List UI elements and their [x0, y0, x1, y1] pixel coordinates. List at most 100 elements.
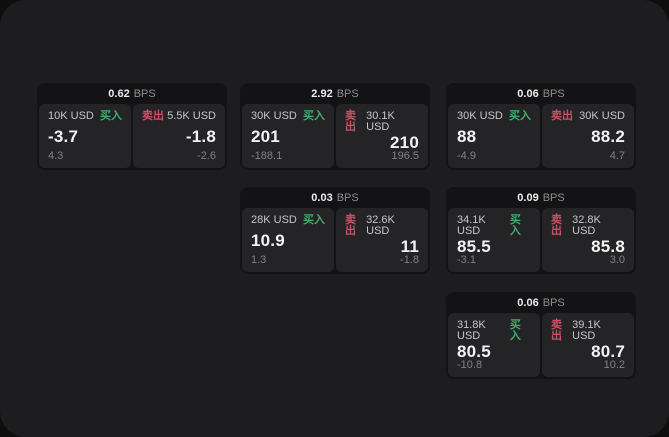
sell-tile[interactable]: 卖出 5.5K USD -1.8 -2.6 — [133, 104, 225, 168]
sell-delta: -1.8 — [400, 254, 419, 266]
bps-unit: BPS — [336, 87, 359, 100]
sell-side-label: 卖出 — [142, 110, 164, 122]
bps-header: 0.09 BPS — [446, 187, 636, 208]
buy-amount: 28K USD — [251, 214, 297, 226]
sell-tile[interactable]: 卖出 32.8K USD 85.8 3.0 — [542, 208, 634, 272]
quote-card-4: 0.03 BPS 28K USD 买入 10.9 1.3 卖出 32.6K US… — [240, 187, 430, 274]
tile-top-row: 10K USD 买入 — [48, 111, 122, 122]
sell-delta: 4.7 — [609, 150, 625, 162]
quote-card-6: 0.06 BPS 31.8K USD 买入 80.5 -10.8 卖出 39.1… — [446, 292, 636, 379]
tile-top-row: 卖出 30.1K USD — [345, 111, 419, 133]
tile-top-row: 28K USD 买入 — [251, 215, 325, 226]
buy-tile[interactable]: 30K USD 买入 88 -4.9 — [448, 104, 540, 168]
buy-side-label: 买入 — [509, 319, 521, 342]
sell-price: -1.8 — [185, 127, 216, 146]
tile-top-row: 卖出 39.1K USD — [551, 320, 625, 342]
tile-row: 30K USD 买入 201 -188.1 卖出 30.1K USD 210 1… — [240, 104, 430, 170]
tile-row: 34.1K USD 买入 85.5 -3.1 卖出 32.8K USD 85.8… — [446, 208, 636, 274]
tile-row: 31.8K USD 买入 80.5 -10.8 卖出 39.1K USD 80.… — [446, 313, 636, 379]
tile-top-row: 34.1K USD 买入 — [457, 215, 531, 237]
sell-delta: -2.6 — [197, 150, 216, 162]
sell-side-label: 卖出 — [551, 110, 573, 122]
sell-tile[interactable]: 卖出 39.1K USD 80.7 10.2 — [542, 313, 634, 377]
bps-value: 0.06 — [517, 87, 539, 100]
tile-top-row: 卖出 30K USD — [551, 111, 625, 122]
tile-row: 10K USD 买入 -3.7 4.3 卖出 5.5K USD -1.8 -2.… — [37, 104, 227, 170]
sell-amount: 30K USD — [579, 110, 625, 122]
buy-tile[interactable]: 28K USD 买入 10.9 1.3 — [242, 208, 334, 272]
buy-tile[interactable]: 31.8K USD 买入 80.5 -10.8 — [448, 313, 540, 377]
buy-amount: 30K USD — [251, 110, 297, 122]
bps-unit: BPS — [542, 87, 565, 100]
buy-amount: 10K USD — [48, 110, 94, 122]
bps-header: 2.92 BPS — [240, 83, 430, 104]
sell-price: 80.7 — [591, 341, 625, 361]
sell-amount: 5.5K USD — [167, 110, 216, 122]
bps-header: 0.06 BPS — [446, 83, 636, 104]
sell-tile[interactable]: 卖出 32.6K USD 11 -1.8 — [336, 208, 428, 272]
buy-price: 10.9 — [251, 231, 285, 250]
tile-top-row: 30K USD 买入 — [457, 111, 531, 122]
tile-top-row: 卖出 32.6K USD — [345, 215, 419, 237]
buy-delta: -4.9 — [457, 150, 476, 162]
quote-card-3: 0.06 BPS 30K USD 买入 88 -4.9 卖出 30K USD 8… — [446, 83, 636, 170]
tile-row: 28K USD 买入 10.9 1.3 卖出 32.6K USD 11 -1.8 — [240, 208, 430, 274]
bps-unit: BPS — [133, 87, 156, 100]
buy-side-label: 买入 — [509, 214, 521, 237]
sell-side-label: 卖出 — [345, 110, 356, 133]
buy-delta: -188.1 — [251, 150, 283, 162]
buy-price: -3.7 — [48, 127, 79, 146]
tile-top-row: 30K USD 买入 — [251, 111, 325, 122]
sell-price: 11 — [400, 236, 419, 256]
sell-amount: 39.1K USD — [572, 319, 601, 342]
bps-unit: BPS — [542, 296, 565, 309]
sell-amount: 32.6K USD — [366, 214, 395, 237]
sell-price: 85.8 — [591, 236, 625, 256]
buy-amount: 34.1K USD — [457, 214, 486, 237]
buy-side-label: 买入 — [303, 110, 325, 122]
buy-delta: -10.8 — [457, 359, 483, 371]
sell-tile[interactable]: 卖出 30K USD 88.2 4.7 — [542, 104, 634, 168]
buy-side-label: 买入 — [303, 214, 325, 226]
buy-price: 201 — [251, 127, 280, 146]
sell-delta: 10.2 — [603, 359, 625, 371]
bps-unit: BPS — [542, 191, 565, 204]
sell-side-label: 卖出 — [551, 319, 562, 342]
tile-top-row: 卖出 5.5K USD — [142, 111, 216, 122]
quote-card-2: 2.92 BPS 30K USD 买入 201 -188.1 卖出 30.1K … — [240, 83, 430, 170]
buy-tile[interactable]: 34.1K USD 买入 85.5 -3.1 — [448, 208, 540, 272]
sell-amount: 30.1K USD — [366, 110, 395, 133]
bps-value: 0.62 — [108, 87, 130, 100]
sell-delta: 196.5 — [391, 150, 419, 162]
sell-tile[interactable]: 卖出 30.1K USD 210 196.5 — [336, 104, 428, 168]
bps-value: 0.03 — [311, 191, 333, 204]
buy-amount: 30K USD — [457, 110, 503, 122]
bps-value: 0.09 — [517, 191, 539, 204]
bps-value: 2.92 — [311, 87, 333, 100]
buy-tile[interactable]: 10K USD 买入 -3.7 4.3 — [39, 104, 131, 168]
bps-header: 0.06 BPS — [446, 292, 636, 313]
sell-delta: 3.0 — [609, 254, 625, 266]
buy-side-label: 买入 — [100, 110, 122, 122]
quote-card-1: 0.62 BPS 10K USD 买入 -3.7 4.3 卖出 5.5K USD… — [37, 83, 227, 170]
bps-header: 0.03 BPS — [240, 187, 430, 208]
buy-amount: 31.8K USD — [457, 319, 486, 342]
sell-price: 210 — [390, 132, 419, 152]
tile-top-row: 卖出 32.8K USD — [551, 215, 625, 237]
bps-value: 0.06 — [517, 296, 539, 309]
buy-price: 80.5 — [457, 341, 491, 361]
quote-card-5: 0.09 BPS 34.1K USD 买入 85.5 -3.1 卖出 32.8K… — [446, 187, 636, 274]
buy-delta: -3.1 — [457, 254, 476, 266]
sell-price: 88.2 — [591, 127, 625, 146]
buy-price: 88 — [457, 127, 477, 146]
buy-side-label: 买入 — [509, 110, 531, 122]
buy-delta: 1.3 — [251, 254, 267, 266]
tile-row: 30K USD 买入 88 -4.9 卖出 30K USD 88.2 4.7 — [446, 104, 636, 170]
buy-price: 85.5 — [457, 236, 491, 256]
sell-amount: 32.8K USD — [572, 214, 601, 237]
bps-unit: BPS — [336, 191, 359, 204]
buy-tile[interactable]: 30K USD 买入 201 -188.1 — [242, 104, 334, 168]
sell-side-label: 卖出 — [551, 214, 562, 237]
buy-delta: 4.3 — [48, 150, 64, 162]
